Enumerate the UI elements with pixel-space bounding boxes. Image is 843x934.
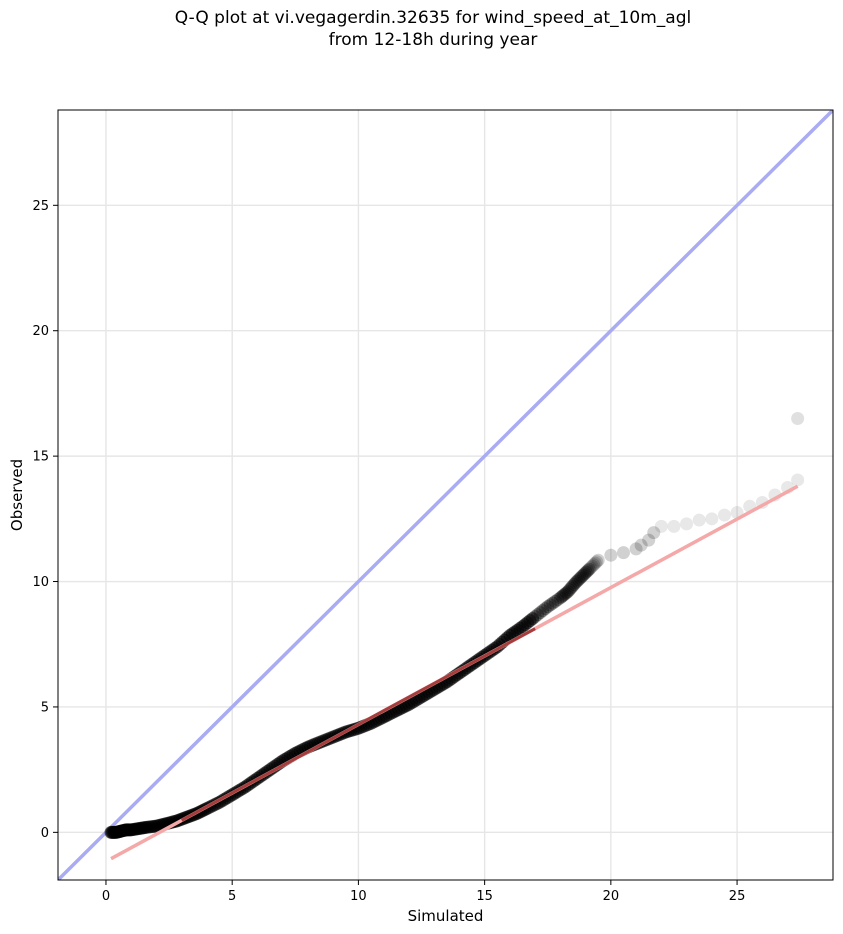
qq-point (553, 591, 567, 605)
chart-title: Q-Q plot at vi.vegagerdin.32635 for wind… (175, 8, 691, 50)
qq-point (634, 538, 648, 552)
qq-point (559, 586, 573, 600)
y-tick-label: 25 (32, 199, 49, 214)
y-tick-label: 10 (32, 575, 49, 590)
qq-point (591, 553, 605, 567)
qq-point (705, 512, 719, 526)
qq-point (791, 412, 805, 426)
qq-point (533, 606, 547, 620)
qq-point (561, 585, 575, 599)
qq-point (536, 604, 550, 618)
qq-point (582, 562, 596, 576)
grid-lines (58, 110, 833, 880)
qq-point (564, 581, 578, 595)
y-tick-label: 0 (41, 826, 49, 841)
qq-point (576, 568, 590, 582)
qq-point (588, 556, 602, 570)
qq-point (531, 608, 545, 622)
qq-point (585, 559, 599, 573)
x-axis-label: Simulated (408, 907, 484, 925)
qq-point (692, 513, 706, 527)
qq-point (546, 596, 560, 610)
qq-point (567, 578, 581, 592)
qq-point (575, 570, 589, 584)
qq-point (667, 519, 681, 533)
qq-point (573, 571, 587, 585)
x-axis-ticks: 0 5 10 15 20 25 (102, 880, 746, 904)
qq-point (647, 526, 661, 540)
fit-line-overlay (180, 627, 536, 822)
qq-point (642, 533, 656, 547)
qq-point (680, 517, 694, 531)
plot-frame (57, 109, 834, 881)
qq-point (717, 508, 731, 522)
x-tick-label: 5 (228, 889, 236, 904)
y-tick-label: 5 (41, 700, 49, 715)
qq-point (584, 561, 598, 575)
qq-point (579, 565, 593, 579)
qq-point (570, 574, 584, 588)
qq-point (541, 600, 555, 614)
y-tick-label: 15 (32, 450, 49, 465)
y-axis-label: Observed (8, 459, 26, 531)
qq-point (558, 587, 572, 601)
qq-point (538, 602, 552, 616)
qq-point (581, 564, 595, 578)
qq-point (526, 612, 540, 626)
qq-point (791, 473, 805, 487)
x-tick-label: 15 (476, 889, 493, 904)
qq-point (569, 576, 583, 590)
qq-point (654, 519, 668, 533)
x-tick-label: 25 (729, 889, 746, 904)
qq-point (587, 558, 601, 572)
qq-point (590, 555, 604, 569)
identity-line (58, 110, 833, 880)
qq-points (104, 412, 805, 839)
qq-point (528, 610, 542, 624)
qq-point (548, 594, 562, 608)
qq-point (562, 583, 576, 597)
qq-point (629, 542, 643, 556)
qq-point (604, 548, 618, 562)
y-tick-label: 20 (32, 324, 49, 339)
qq-point (555, 590, 569, 604)
x-tick-label: 20 (603, 889, 620, 904)
x-tick-label: 0 (102, 889, 110, 904)
x-tick-label: 10 (350, 889, 367, 904)
qq-point (551, 593, 565, 607)
qq-point (572, 573, 586, 587)
qq-point (556, 588, 570, 602)
qq-point (616, 546, 630, 560)
qq-point (543, 598, 557, 612)
qq-point (578, 567, 592, 581)
qq-point (565, 579, 579, 593)
y-axis-ticks: 0 5 10 15 20 25 (32, 199, 58, 841)
